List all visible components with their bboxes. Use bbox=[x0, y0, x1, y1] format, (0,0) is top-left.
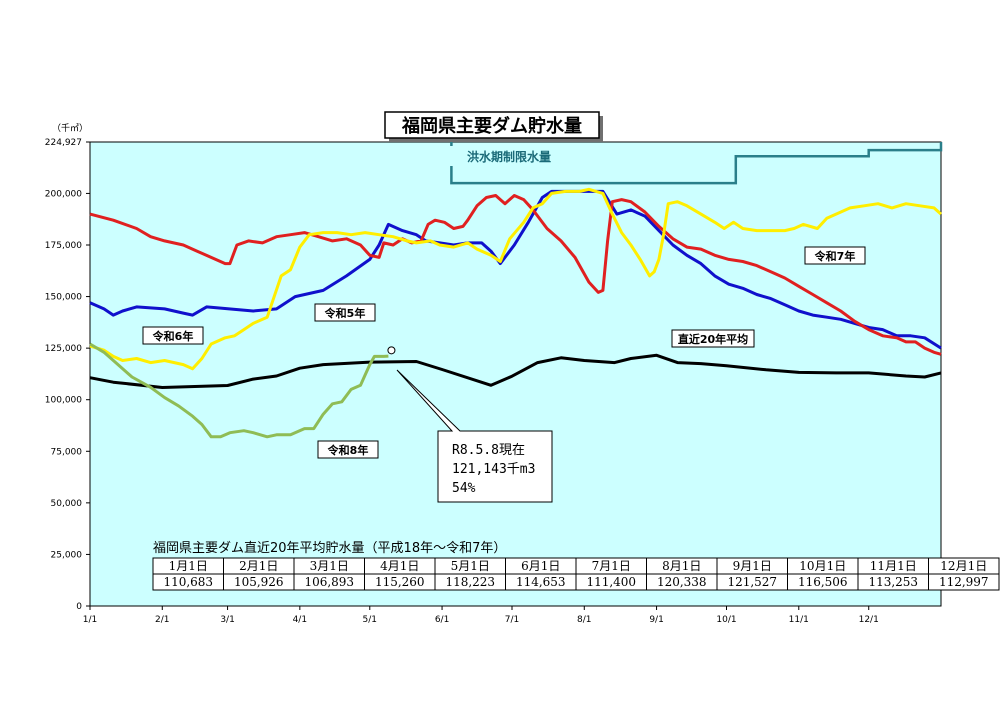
table-header-cell: 12月1日 bbox=[940, 559, 987, 573]
current-value-marker bbox=[387, 346, 396, 355]
table-value-cell: 120,338 bbox=[657, 575, 707, 589]
chart-title-box: 福岡県主要ダム貯水量 bbox=[384, 111, 603, 142]
y-tick-label: 224,927 bbox=[45, 138, 82, 148]
series-label-r8: 令和8年 bbox=[317, 440, 379, 459]
x-tick-label: 7/1 bbox=[505, 615, 519, 625]
average-table: 1月1日 2月1日 3月1日 4月1日 5月1日 6月1日 7月1日 8月1日 9月1日 10月1… bbox=[152, 557, 1000, 591]
x-tick-label: 5/1 bbox=[363, 615, 377, 625]
table-value-cell: 112,997 bbox=[939, 575, 989, 589]
y-tick-label: 25,000 bbox=[51, 550, 83, 560]
x-tick-label: 9/1 bbox=[649, 615, 663, 625]
y-tick-label: 125,000 bbox=[45, 344, 82, 354]
y-tick-label: 150,000 bbox=[45, 293, 82, 303]
flood-limit: 洪水期制限水量 bbox=[448, 142, 943, 185]
series-line-5 bbox=[89, 353, 942, 389]
table-header-cell: 3月1日 bbox=[310, 559, 349, 573]
y-tick-label: 50,000 bbox=[51, 499, 83, 509]
svg-text:直近20年平均: 直近20年平均 bbox=[678, 332, 748, 346]
x-tick-label: 4/1 bbox=[293, 615, 307, 625]
table-title: 福岡県主要ダム直近20年平均貯水量（平成18年～令和7年） bbox=[153, 541, 506, 556]
table-header-cell: 2月1日 bbox=[239, 559, 278, 573]
table-value-cell: 118,223 bbox=[445, 575, 495, 589]
y-tick-label: 175,000 bbox=[45, 241, 82, 251]
series-line-2 bbox=[89, 189, 942, 350]
current-value-callout: R8.5.8現在 121,143千m3 54% bbox=[396, 369, 553, 503]
table-value-cell: 121,527 bbox=[727, 575, 777, 589]
y-axis: 0 25,000 50,000 75,000 100,000 125,000 150,000… bbox=[45, 138, 90, 612]
table-value-cell: 105,926 bbox=[234, 575, 284, 589]
flood-limit-line bbox=[450, 142, 943, 185]
series-line-3 bbox=[89, 187, 942, 371]
x-tick-label: 6/1 bbox=[435, 615, 449, 625]
table-header-cell: 10月1日 bbox=[799, 559, 846, 573]
table-value-cell: 116,506 bbox=[798, 575, 848, 589]
series-label-r5: 令和5年 bbox=[314, 303, 376, 322]
svg-text:令和6年: 令和6年 bbox=[152, 329, 194, 343]
series-label-r6: 令和6年 bbox=[142, 326, 204, 345]
table-header-cell: 6月1日 bbox=[521, 559, 560, 573]
table-value-cell: 113,253 bbox=[868, 575, 918, 589]
table-value-cell: 110,683 bbox=[163, 575, 213, 589]
x-tick-label: 3/1 bbox=[220, 615, 234, 625]
y-unit-label: （千㎥） bbox=[52, 123, 88, 134]
table-value-cell: 114,653 bbox=[516, 575, 566, 589]
y-tick-label: 100,000 bbox=[45, 396, 82, 406]
table-header-cell: 1月1日 bbox=[169, 559, 208, 573]
y-tick-label: 0 bbox=[76, 602, 82, 612]
svg-text:令和7年: 令和7年 bbox=[814, 249, 856, 263]
y-tick-label: 200,000 bbox=[45, 189, 82, 199]
table-value-cell: 115,260 bbox=[375, 575, 425, 589]
table-header-cell: 9月1日 bbox=[733, 559, 772, 573]
series-line-1 bbox=[89, 194, 942, 356]
series-label-avg: 直近20年平均 bbox=[671, 329, 755, 348]
x-axis: 1/1 2/1 3/1 4/1 5/1 6/1 7/1 8/1 9/1 10/1 11/1 12/1 bbox=[83, 606, 879, 625]
callout-date: R8.5.8現在 bbox=[452, 443, 525, 458]
chart-title: 福岡県主要ダム貯水量 bbox=[401, 115, 582, 137]
x-tick-label: 8/1 bbox=[577, 615, 591, 625]
x-tick-label: 1/1 bbox=[83, 615, 97, 625]
flood-limit-label: 洪水期制限水量 bbox=[467, 149, 551, 164]
x-tick-label: 12/1 bbox=[859, 615, 879, 625]
table-header-cell: 7月1日 bbox=[592, 559, 631, 573]
table-value-cell: 111,400 bbox=[586, 575, 636, 589]
table-header-cell: 8月1日 bbox=[662, 559, 701, 573]
flood-limit-label-bg bbox=[448, 146, 570, 166]
svg-text:令和5年: 令和5年 bbox=[324, 306, 366, 320]
table-header-cell: 4月1日 bbox=[380, 559, 419, 573]
callout-percent: 54% bbox=[452, 481, 476, 496]
table-header-cell: 11月1日 bbox=[870, 559, 917, 573]
series-line-4 bbox=[89, 342, 389, 439]
table-value-cell: 106,893 bbox=[304, 575, 354, 589]
x-tick-label: 11/1 bbox=[789, 615, 809, 625]
svg-text:令和8年: 令和8年 bbox=[327, 443, 369, 457]
y-tick-label: 75,000 bbox=[51, 447, 83, 457]
callout-volume: 121,143千m3 bbox=[452, 462, 535, 477]
x-tick-label: 10/1 bbox=[716, 615, 736, 625]
table-header-cell: 5月1日 bbox=[451, 559, 490, 573]
series-label-r7: 令和7年 bbox=[804, 246, 866, 265]
series-group bbox=[89, 187, 942, 439]
x-tick-label: 2/1 bbox=[155, 615, 169, 625]
